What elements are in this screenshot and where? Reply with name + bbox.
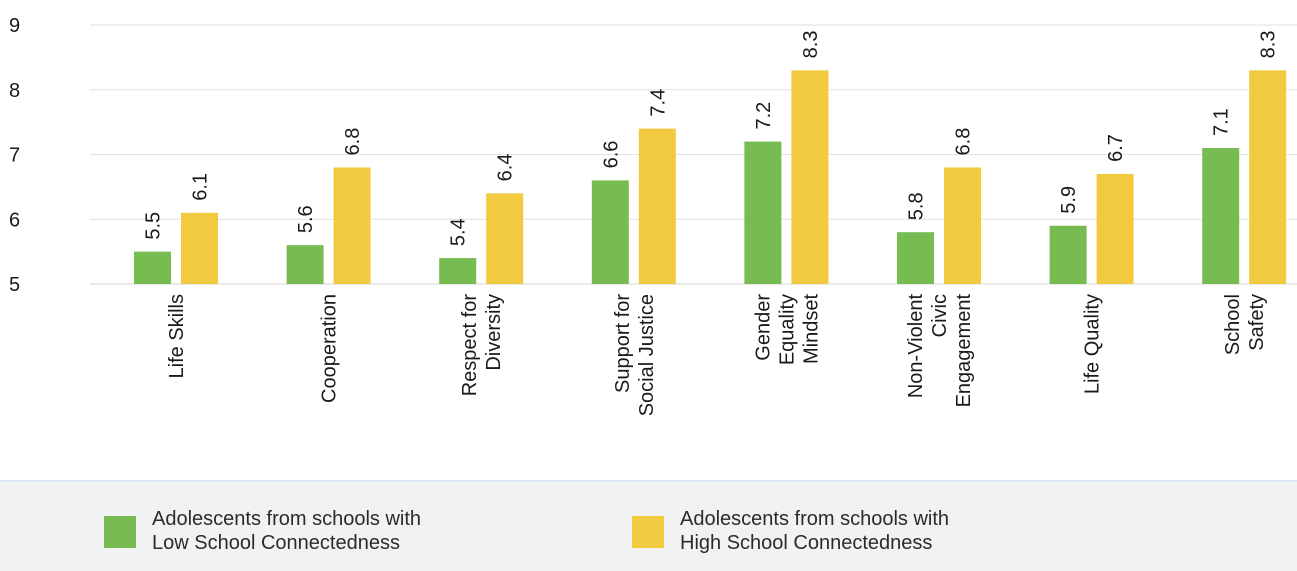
x-tick-label-line: Diversity [483, 294, 505, 371]
legend: Adolescents from schools with Low School… [0, 480, 1297, 571]
bar [791, 70, 829, 284]
x-tick-label: Gender Equality Mindset [752, 294, 822, 366]
bar [944, 167, 981, 284]
x-tick-label: Life Quality [1082, 294, 1104, 394]
data-label: 6.1 [190, 173, 212, 201]
x-tick-label-line: Life Quality [1082, 294, 1104, 394]
x-tick-label: Support for Social Justice [612, 294, 658, 417]
x-tick-label: Life Skills [166, 294, 188, 378]
x-tick-label: Cooperation [319, 294, 341, 403]
x-tick-label-line: Social Justice [636, 294, 658, 416]
data-label: 7.1 [1211, 108, 1233, 136]
legend-label-low: Adolescents from schools with Low School… [152, 508, 422, 554]
x-tick-label-line: Support for [612, 294, 634, 393]
x-tick-label-line: Mindset [800, 294, 822, 364]
data-label: 6.8 [342, 128, 364, 156]
x-tick-label-line: Life Skills [166, 294, 188, 378]
y-tick-label: 7 [9, 145, 20, 167]
bar [333, 167, 371, 284]
bar [1096, 173, 1134, 284]
bar [744, 141, 782, 284]
x-tick-label-line: School [1222, 294, 1244, 355]
data-label: 6.8 [953, 128, 975, 156]
data-label: 8.3 [1258, 31, 1280, 59]
data-label: 6.6 [600, 141, 622, 169]
legend-item-high: Adolescents from schools with High Schoo… [632, 508, 1040, 555]
bar [181, 212, 218, 284]
bar [591, 180, 629, 284]
data-label: 5.5 [143, 212, 165, 240]
data-label: 6.7 [1105, 134, 1127, 162]
bar-chart: 5 6 7 8 9 5.5 6.1 Life Skills 5.6 6.8 Cooperation 5… [9, 15, 1297, 417]
data-label: 6.4 [495, 154, 517, 182]
y-tick-label: 9 [9, 15, 20, 37]
data-label: 5.4 [448, 218, 470, 246]
data-label: 7.2 [753, 102, 775, 130]
legend-label-high: Adolescents from schools with High Schoo… [680, 508, 950, 554]
bar [1249, 70, 1287, 284]
y-tick-label: 8 [9, 80, 20, 102]
data-label: 7.4 [647, 89, 669, 117]
x-tick-label: Respect for Diversity [459, 294, 505, 397]
x-tick-label-line: Equality [776, 294, 798, 365]
bar [897, 232, 934, 284]
legend-item-low: Adolescents from schools with Low School… [104, 508, 512, 555]
bar [286, 245, 324, 284]
x-tick-label-line: Cooperation [319, 294, 341, 403]
x-tick-label: Non-Violent Civic Engagement [905, 294, 975, 408]
x-tick-label-line: Civic [929, 294, 951, 337]
y-tick-label: 5 [9, 274, 20, 296]
bar [439, 258, 477, 284]
data-label: 8.3 [800, 31, 822, 59]
bar [486, 193, 524, 284]
x-tick-label: School Safety [1222, 294, 1268, 355]
bar [1049, 225, 1087, 284]
legend-swatch-low [104, 516, 136, 548]
bar [1202, 148, 1240, 284]
bar [638, 128, 676, 284]
data-label: 5.6 [295, 205, 317, 233]
y-tick-label: 6 [9, 209, 20, 231]
x-tick-label-line: Non-Violent [905, 294, 927, 399]
data-label: 5.9 [1058, 186, 1080, 214]
x-tick-label-line: Gender [752, 294, 774, 361]
x-tick-label-line: Safety [1246, 294, 1268, 351]
data-label: 5.8 [906, 192, 928, 220]
x-tick-label-line: Engagement [953, 294, 975, 408]
x-tick-label-line: Respect for [459, 294, 481, 397]
legend-swatch-high [632, 516, 664, 548]
bar [134, 251, 171, 284]
